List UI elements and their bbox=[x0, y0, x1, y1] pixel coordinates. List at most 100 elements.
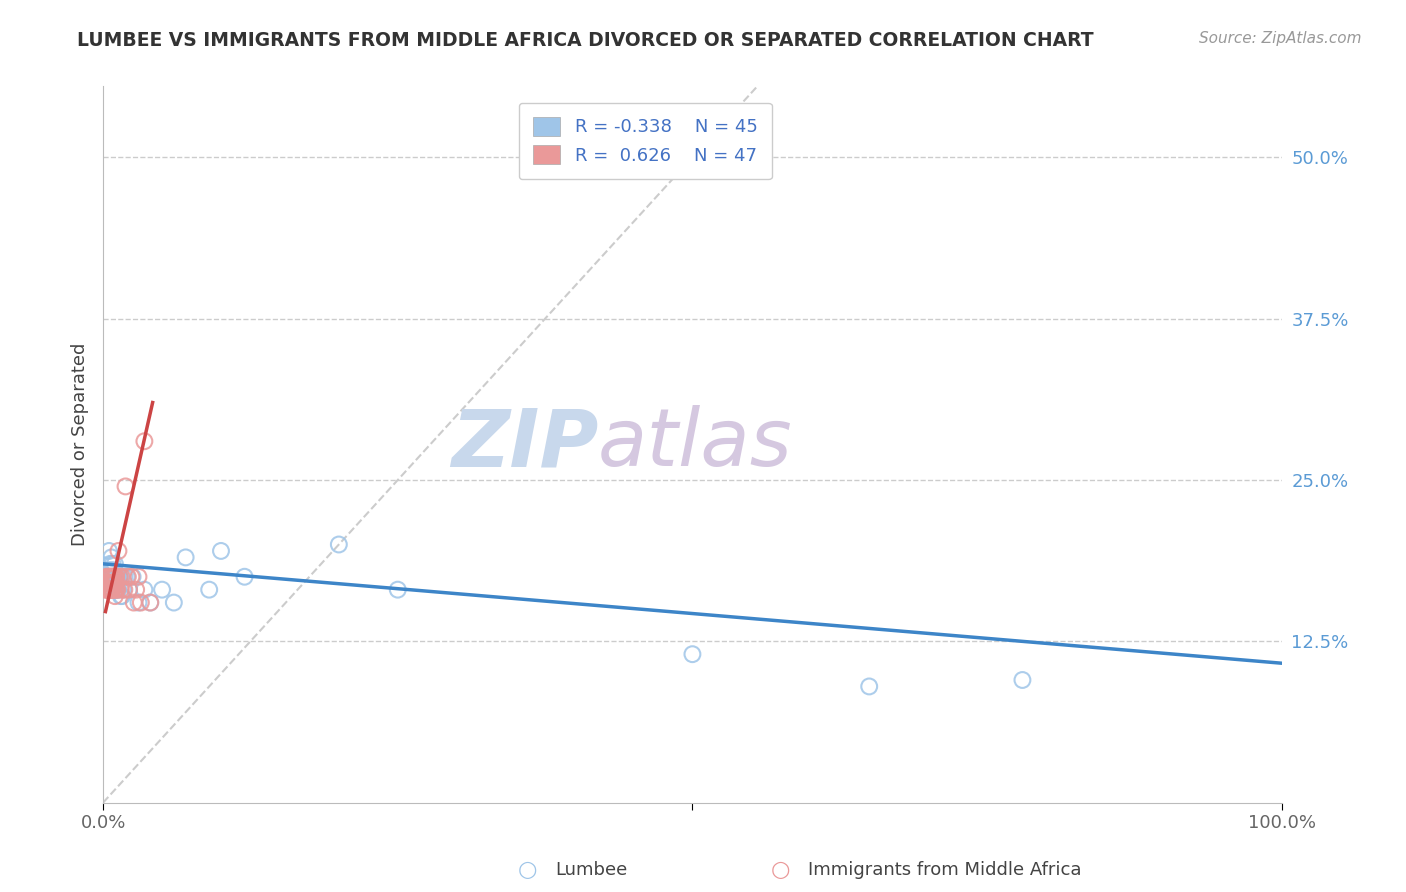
Legend: R = -0.338    N = 45, R =  0.626    N = 47: R = -0.338 N = 45, R = 0.626 N = 47 bbox=[519, 103, 772, 179]
Point bbox=[101, 582, 124, 597]
Point bbox=[104, 582, 127, 597]
Text: ○: ○ bbox=[770, 860, 790, 880]
Point bbox=[114, 479, 136, 493]
Point bbox=[209, 544, 232, 558]
Point bbox=[198, 582, 221, 597]
Point bbox=[103, 570, 125, 584]
Point bbox=[118, 582, 141, 597]
Point bbox=[97, 582, 120, 597]
Point bbox=[100, 582, 122, 597]
Point bbox=[105, 570, 128, 584]
Point bbox=[104, 582, 127, 597]
Point bbox=[174, 550, 197, 565]
Point bbox=[96, 576, 118, 591]
Point bbox=[104, 576, 127, 591]
Point bbox=[103, 576, 125, 591]
Point bbox=[96, 570, 118, 584]
Text: atlas: atlas bbox=[598, 406, 793, 483]
Point bbox=[94, 582, 117, 597]
Point bbox=[98, 576, 121, 591]
Point bbox=[105, 570, 128, 584]
Point bbox=[98, 582, 121, 597]
Point bbox=[98, 582, 121, 597]
Point bbox=[112, 570, 135, 584]
Point bbox=[858, 680, 880, 694]
Point bbox=[104, 589, 127, 603]
Point bbox=[127, 596, 149, 610]
Text: Source: ZipAtlas.com: Source: ZipAtlas.com bbox=[1198, 31, 1361, 46]
Point bbox=[134, 434, 156, 449]
Point bbox=[134, 582, 156, 597]
Point bbox=[98, 576, 121, 591]
Point bbox=[108, 570, 131, 584]
Point bbox=[101, 582, 124, 597]
Point bbox=[139, 596, 162, 610]
Point bbox=[112, 582, 135, 597]
Point bbox=[122, 596, 145, 610]
Point bbox=[100, 576, 122, 591]
Point bbox=[101, 570, 124, 584]
Point bbox=[97, 576, 120, 591]
Point bbox=[108, 570, 131, 584]
Point bbox=[98, 570, 121, 584]
Point bbox=[97, 570, 120, 584]
Point bbox=[110, 582, 132, 597]
Point bbox=[98, 557, 121, 571]
Point bbox=[111, 570, 134, 584]
Point bbox=[98, 570, 121, 584]
Point bbox=[127, 570, 149, 584]
Point bbox=[105, 570, 128, 584]
Point bbox=[111, 589, 134, 603]
Point bbox=[105, 582, 128, 597]
Point bbox=[121, 570, 143, 584]
Point bbox=[115, 570, 138, 584]
Point bbox=[100, 576, 122, 591]
Point bbox=[104, 570, 127, 584]
Y-axis label: Divorced or Separated: Divorced or Separated bbox=[72, 343, 89, 546]
Point bbox=[105, 582, 128, 597]
Point bbox=[150, 582, 173, 597]
Point bbox=[101, 557, 124, 571]
Point bbox=[120, 570, 142, 584]
Point bbox=[103, 570, 125, 584]
Point bbox=[101, 570, 124, 584]
Point bbox=[101, 576, 124, 591]
Point bbox=[129, 596, 152, 610]
Point bbox=[1011, 673, 1033, 687]
Point bbox=[233, 570, 256, 584]
Point bbox=[98, 563, 121, 577]
Point bbox=[104, 576, 127, 591]
Point bbox=[98, 570, 121, 584]
Point bbox=[107, 570, 129, 584]
Point bbox=[117, 570, 139, 584]
Point bbox=[98, 544, 121, 558]
Point bbox=[328, 537, 350, 551]
Text: Lumbee: Lumbee bbox=[555, 861, 627, 879]
Point bbox=[104, 557, 127, 571]
Text: LUMBEE VS IMMIGRANTS FROM MIDDLE AFRICA DIVORCED OR SEPARATED CORRELATION CHART: LUMBEE VS IMMIGRANTS FROM MIDDLE AFRICA … bbox=[77, 31, 1094, 50]
Point bbox=[163, 596, 186, 610]
Point bbox=[98, 582, 121, 597]
Text: ZIP: ZIP bbox=[451, 406, 598, 483]
Point bbox=[107, 544, 129, 558]
Text: Immigrants from Middle Africa: Immigrants from Middle Africa bbox=[808, 861, 1083, 879]
Point bbox=[118, 582, 141, 597]
Point bbox=[125, 582, 148, 597]
Point bbox=[139, 596, 162, 610]
Point bbox=[105, 582, 128, 597]
Point bbox=[105, 582, 128, 597]
Point bbox=[96, 582, 118, 597]
Point bbox=[110, 589, 132, 603]
Point bbox=[100, 563, 122, 577]
Point bbox=[100, 582, 122, 597]
Point bbox=[100, 570, 122, 584]
Point bbox=[112, 582, 135, 597]
Text: ○: ○ bbox=[517, 860, 537, 880]
Point bbox=[94, 576, 117, 591]
Point bbox=[104, 570, 127, 584]
Point bbox=[107, 582, 129, 597]
Point bbox=[103, 563, 125, 577]
Point bbox=[681, 647, 703, 661]
Point bbox=[110, 570, 132, 584]
Point bbox=[100, 550, 122, 565]
